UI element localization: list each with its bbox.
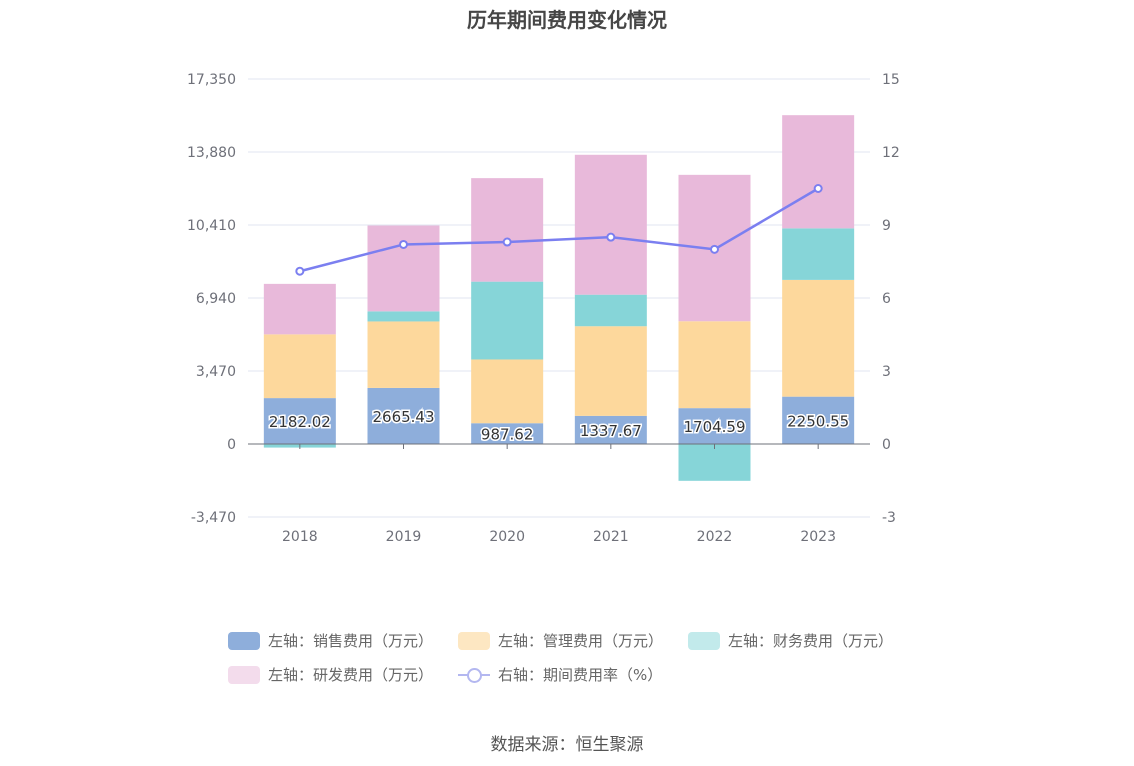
data-label-2022: 1704.59 <box>683 418 745 436</box>
bar-rnd-2023 <box>782 115 855 229</box>
bar-finance-2021 <box>574 294 647 327</box>
data-source: 数据来源：恒生聚源 <box>490 735 644 755</box>
bar-admin-2021 <box>574 326 647 416</box>
bars <box>263 115 855 481</box>
bar-sales-2019 <box>367 387 440 444</box>
data-label-2018: 2182.02 <box>269 413 331 431</box>
bar-admin-2022 <box>678 321 751 409</box>
legend-label-admin: 左轴：管理费用（万元） <box>498 632 664 650</box>
right-tick-label: 3 <box>882 364 891 380</box>
left-tick-label: 17,350 <box>187 72 236 88</box>
legend-label-rnd: 左轴：研发费用（万元） <box>268 666 434 684</box>
right-tick-label: 0 <box>882 437 891 453</box>
data-label-2023: 2250.55 <box>787 412 849 430</box>
bar-rnd-2021 <box>574 154 647 295</box>
data-label-2021: 1337.67 <box>580 422 642 440</box>
legend-item-rnd[interactable]: 左轴：研发费用（万元） <box>228 664 433 685</box>
legend-item-sales[interactable]: 左轴：销售费用（万元） <box>228 630 433 651</box>
legend-item-rate[interactable]: 右轴：期间费用率（%） <box>458 664 662 685</box>
legend-label-rate: 右轴：期间费用率（%） <box>498 666 663 684</box>
bar-admin-2023 <box>782 279 855 397</box>
x-tick-label: 2022 <box>697 529 733 545</box>
bar-finance-2019 <box>367 311 440 322</box>
bar-rnd-2019 <box>367 225 440 312</box>
bar-sales-2020 <box>471 423 544 444</box>
bar-finance-2020 <box>471 281 544 360</box>
legend-swatch-rate <box>458 666 490 684</box>
bar-sales-2018 <box>263 398 336 444</box>
grid-lines <box>248 78 870 518</box>
rate-point-2022 <box>710 244 719 254</box>
data-label-2020: 987.62 <box>481 426 534 444</box>
right-tick-label: 6 <box>882 291 891 307</box>
bar-admin-2018 <box>263 334 336 399</box>
legend-swatch-finance <box>688 631 720 650</box>
data-label-2019: 2665.43 <box>372 408 434 426</box>
bar-rnd-2018 <box>263 283 336 335</box>
legend-swatch-sales <box>228 631 260 650</box>
left-axis-ticks: 17,350 13,880 10,410 6,940 3,470 0 -3,470 <box>187 72 236 526</box>
left-tick-label: 6,940 <box>196 291 236 307</box>
rate-line-path <box>299 187 819 273</box>
legend-swatch-admin <box>458 631 490 650</box>
data-labels: 2182.02 2665.43 987.62 1337.67 1704.59 2250.5… <box>267 406 850 445</box>
rate-point-2018 <box>295 266 305 276</box>
x-tick-label: 2020 <box>489 529 525 545</box>
rate-point-2019 <box>399 239 408 249</box>
bar-finance-2023 <box>782 228 855 280</box>
x-tick-label: 2021 <box>593 529 629 545</box>
legend-label-sales: 左轴：销售费用（万元） <box>268 632 434 650</box>
x-tick-label: 2018 <box>282 529 318 545</box>
left-tick-label: 3,470 <box>196 364 236 380</box>
bar-admin-2019 <box>367 321 440 388</box>
right-tick-label: 15 <box>882 72 900 88</box>
left-tick-label: -3,470 <box>191 510 236 526</box>
right-tick-label: -3 <box>882 510 896 526</box>
left-tick-label: 10,410 <box>187 218 236 234</box>
left-tick-label: 0 <box>227 437 236 453</box>
bar-rnd-2020 <box>471 178 544 282</box>
legend-item-finance[interactable]: 左轴：财务费用（万元） <box>688 630 893 651</box>
bar-sales-2022 <box>678 408 751 444</box>
right-axis-ticks: 15 12 9 6 3 0 -3 <box>882 72 900 526</box>
right-tick-label: 9 <box>882 218 891 234</box>
bar-finance-2022 <box>678 444 751 481</box>
legend-swatch-rnd <box>228 665 260 684</box>
legend-label-finance: 左轴：财务费用（万元） <box>728 632 894 650</box>
legend-item-admin[interactable]: 左轴：管理费用（万元） <box>458 630 663 651</box>
x-tick-label: 2019 <box>386 529 422 545</box>
bar-sales-2023 <box>782 396 855 444</box>
rate-point-2020 <box>502 237 512 247</box>
right-tick-label: 12 <box>882 145 900 161</box>
x-tick-label: 2023 <box>800 529 836 545</box>
rate-point-2021 <box>606 232 616 242</box>
expense-rate-line <box>295 184 823 276</box>
bar-sales-2021 <box>574 415 647 444</box>
rate-point-2023 <box>813 184 823 193</box>
left-tick-label: 13,880 <box>187 145 236 161</box>
x-axis-ticks: 2018 2019 2020 2021 2022 2023 <box>282 444 836 545</box>
bar-admin-2020 <box>471 359 544 424</box>
chart-title: 历年期间费用变化情况 <box>467 8 667 32</box>
